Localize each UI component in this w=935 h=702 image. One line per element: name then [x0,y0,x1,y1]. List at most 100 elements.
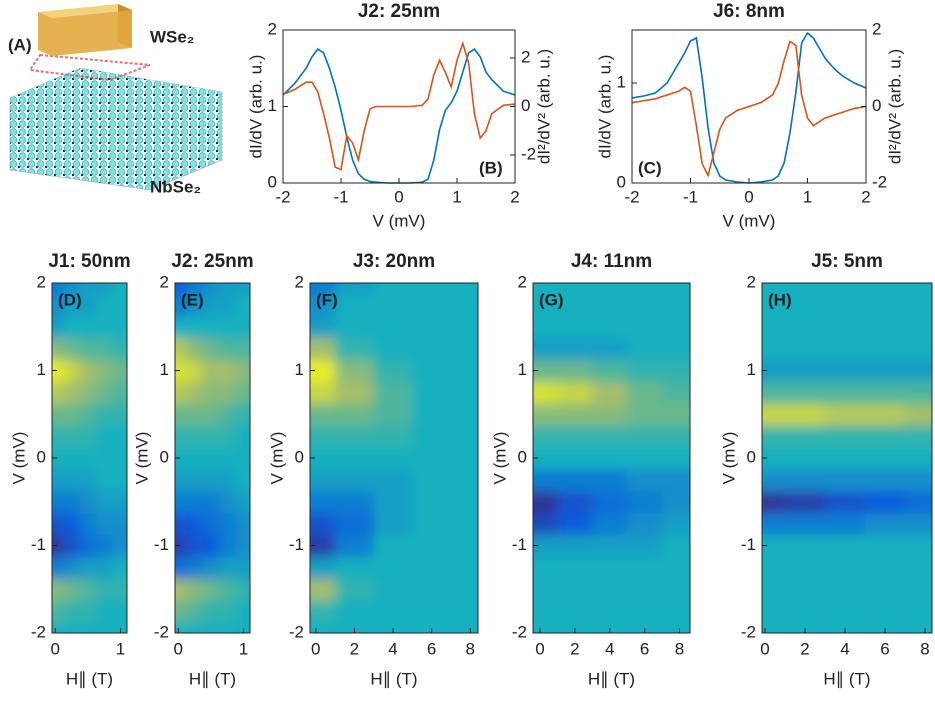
heat-cell [112,293,127,317]
heat-cell [785,534,826,557]
heat-cell [202,425,220,448]
x-tick-label: 1 [116,639,125,658]
x-tick-label: 0 [394,187,403,206]
heat-cell [219,337,236,361]
heat-cell [785,447,826,470]
heat-cell [335,425,375,448]
heat-cell [412,534,452,557]
heat-cell [96,359,113,382]
heat-cell [310,283,336,295]
heatmap-cells [52,283,127,633]
y-axis-label: V (mV) [132,432,151,485]
x-tick-label: -1 [333,187,348,206]
y-tick-label: 0 [617,172,626,191]
heat-cell [557,512,593,536]
panel-label: (H) [768,290,792,309]
heat-cell [335,283,375,295]
heat-cell [533,359,558,382]
heat-cell [186,512,204,536]
heat-cell [373,600,413,623]
heat-cell [412,556,452,579]
heat-cell [175,293,187,317]
heat-cell [865,315,906,339]
heat-cell [202,622,220,633]
heat-cell [450,468,478,492]
heat-cell [175,578,187,601]
heat-cell [373,622,413,633]
heat-cell [202,512,220,536]
heat-cell [335,403,375,426]
heat-cell [335,468,375,492]
heat-cell [79,600,97,623]
heat-cell [96,556,113,579]
heat-cell [310,534,336,557]
heat-cell [785,600,826,623]
heat-cell [825,337,866,361]
heat-cell [865,403,906,426]
heat-cell [533,403,558,426]
chart-title: J3: 20nm [353,251,435,272]
heat-cell [592,283,628,295]
heat-cell [79,447,97,470]
heat-cell [627,600,663,623]
x-tick-label: 2 [800,639,809,658]
heat-cell [533,468,558,492]
heat-cell [865,293,906,317]
heat-cell [557,425,593,448]
heat-cell [762,403,786,426]
heat-cell [112,600,127,623]
heat-cell [52,556,64,579]
heat-cell [175,315,187,339]
heat-cell [825,425,866,448]
heat-cell [235,447,250,470]
heat-cell [310,600,336,623]
heat-cell [52,622,64,633]
heat-cell [175,425,187,448]
heat-cell [373,425,413,448]
heat-cell [175,381,187,404]
heat-cell [175,447,187,470]
x-tick-label: 4 [840,639,849,658]
heat-cell [235,283,250,295]
heat-cell [557,534,593,557]
heat-cell [662,381,690,404]
heat-cell [186,578,204,601]
heat-cell [450,359,478,382]
heat-cell [412,359,452,382]
heat-cell [412,315,452,339]
heat-cell [592,622,628,633]
heat-cell [825,293,866,317]
heat-cell [335,293,375,317]
y2-tick-label: 2 [872,19,881,38]
heat-cell [79,578,97,601]
heat-cell [662,337,690,361]
y-axis-label: dI/dV (arb. u.) [246,55,265,159]
heat-cell [373,403,413,426]
heat-cell [627,468,663,492]
heat-cell [52,359,64,382]
heat-cell [627,315,663,339]
heat-cell [235,578,250,601]
heat-cell [557,622,593,633]
heat-cell [219,315,236,339]
heat-cell [450,403,478,426]
heat-cell [627,403,663,426]
heat-cell [662,403,690,426]
heat-cell [235,622,250,633]
heat-cell [202,556,220,579]
heat-cell [79,381,97,404]
heat-cell [186,359,204,382]
heat-cell [762,381,786,404]
heat-cell [219,381,236,404]
x-tick-label: 0 [760,639,769,658]
heat-cell [96,315,113,339]
heat-cell [412,622,452,633]
heat-cell [219,293,236,317]
heat-cell [235,425,250,448]
heat-cell [592,578,628,601]
heat-cell [63,447,81,470]
heat-cell [63,425,81,448]
heat-cell [450,425,478,448]
heat-cell [63,293,81,317]
heat-cell [662,512,690,536]
